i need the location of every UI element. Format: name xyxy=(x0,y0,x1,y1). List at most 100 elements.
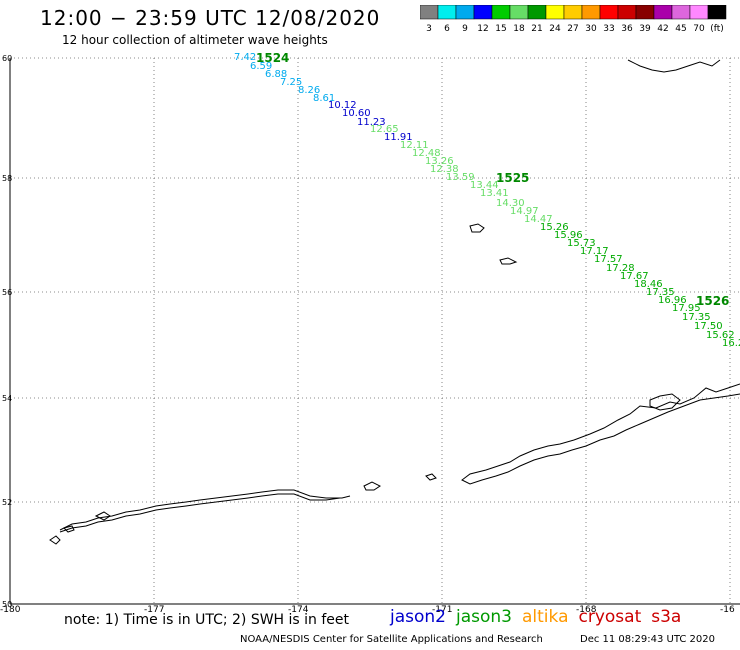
wave-height-labels: 7.426.596.887.258.268.6110.1210.6011.231… xyxy=(234,52,740,349)
legend-label: 12 xyxy=(477,24,488,34)
wave-height-label: 7.25 xyxy=(280,77,302,88)
map-frame xyxy=(9,58,740,605)
island-2 xyxy=(499,257,518,265)
wave-height-color-legend: 3 6 9 12 15 18 21 24 27 30 33 36 39 42 45 70 (ft) xyxy=(420,5,727,34)
legend-label: 70 xyxy=(693,24,705,34)
wave-height-label: 13.41 xyxy=(480,188,509,199)
credit-line: NOAA/NESDIS Center for Satellite Applica… xyxy=(240,634,543,645)
wave-height-label: 15.96 xyxy=(554,230,583,241)
lon-label: -177 xyxy=(144,605,164,615)
lat-label: 52 xyxy=(2,498,12,507)
coastline xyxy=(49,59,740,545)
legend-label: 27 xyxy=(567,24,578,34)
legend-label: 42 xyxy=(657,24,668,34)
legend-label: 3 xyxy=(426,24,432,34)
wave-height-label: 11.23 xyxy=(357,117,386,128)
satellite-name: cryosat xyxy=(578,607,642,627)
wave-height-label: 8.61 xyxy=(313,93,335,104)
wave-height-label: 14.47 xyxy=(524,214,553,225)
wave-height-label: 17.95 xyxy=(672,303,701,314)
island-3 xyxy=(363,481,381,491)
footer-note: note: 1) Time is in UTC; 2) SWH is in fe… xyxy=(64,612,350,628)
legend-label: 6 xyxy=(444,24,450,34)
lat-label: 60 xyxy=(2,54,12,63)
wave-height-label: 17.50 xyxy=(694,321,723,332)
wave-height-label: 17.28 xyxy=(606,263,635,274)
wave-height-label: 6.59 xyxy=(250,61,272,72)
wave-height-label: 12.48 xyxy=(412,148,441,159)
wave-height-label: 15.26 xyxy=(540,222,569,233)
kodiak-island-outline xyxy=(649,393,681,411)
lat-label: 58 xyxy=(2,174,12,183)
legend-label: 33 xyxy=(603,24,614,34)
wave-height-label: 12.65 xyxy=(370,124,399,135)
legend-label: 21 xyxy=(531,24,542,34)
latitude-labels: 60 58 56 54 52 50 xyxy=(2,54,12,609)
legend-label: 18 xyxy=(513,24,525,34)
wave-height-label: 12.11 xyxy=(400,140,429,151)
wave-height-label: 12.38 xyxy=(430,164,459,175)
wave-height-label: 17.67 xyxy=(620,271,649,282)
lon-label: -16 xyxy=(720,605,735,615)
wave-height-label: 18.46 xyxy=(634,279,663,290)
wave-height-label: 16.2 xyxy=(722,338,740,349)
wave-height-label: 15.62 xyxy=(706,330,735,341)
map-subtitle: 12 hour collection of altimeter wave hei… xyxy=(62,33,328,47)
wave-height-label: 16.96 xyxy=(658,295,687,306)
lat-label: 50 xyxy=(2,600,12,609)
satellite-name: jason2 xyxy=(390,607,446,627)
legend-label: 36 xyxy=(621,24,633,34)
wave-height-label: 17.35 xyxy=(682,312,711,323)
wave-height-label: 7.42 xyxy=(234,52,256,63)
island-7 xyxy=(63,525,75,533)
pass-number: 1524 xyxy=(256,51,289,65)
legend-label: 30 xyxy=(585,24,597,34)
wave-height-label: 13.59 xyxy=(446,172,475,183)
wave-height-label: 15.73 xyxy=(567,238,596,249)
satellite-name: s3a xyxy=(651,607,682,627)
lat-lon-grid xyxy=(10,57,740,604)
satellite-name: jason3 xyxy=(456,607,512,627)
pass-number-labels: 1524 1525 1526 xyxy=(256,51,729,308)
wave-height-label: 13.44 xyxy=(470,180,499,191)
wave-height-label: 14.97 xyxy=(510,206,539,217)
island-4 xyxy=(425,473,437,481)
wave-height-label: 17.17 xyxy=(580,246,609,257)
alaska-peninsula-coast xyxy=(461,383,740,485)
wave-height-label: 8.26 xyxy=(298,85,320,96)
wave-height-label: 17.57 xyxy=(594,254,623,265)
lat-label: 54 xyxy=(2,394,12,403)
aleutian-chain xyxy=(59,489,351,533)
pass-number: 1526 xyxy=(696,294,729,308)
legend-label: 39 xyxy=(639,24,651,34)
map-title: 12:00 − 23:59 UTC 12/08/2020 xyxy=(40,6,381,30)
satellite-name: altika xyxy=(522,607,569,627)
mainland-coast-north xyxy=(627,59,721,73)
lon-label: -174 xyxy=(288,605,309,615)
lon-label: -171 xyxy=(432,605,452,615)
island-5 xyxy=(94,511,111,521)
wave-height-label: 11.91 xyxy=(384,132,413,143)
island-6 xyxy=(49,535,61,545)
lon-label: -168 xyxy=(576,605,597,615)
longitude-labels: -180 -177 -174 -171 -168 -16 xyxy=(0,605,735,615)
wave-height-label: 17.35 xyxy=(646,287,675,298)
lon-label: -180 xyxy=(0,605,21,615)
wave-height-label: 10.60 xyxy=(342,108,371,119)
satellite-legend: jason2 jason3 altika cryosat s3a xyxy=(390,607,691,627)
legend-label: 15 xyxy=(495,24,506,34)
legend-label: (ft) xyxy=(710,24,724,34)
pass-number: 1525 xyxy=(496,171,529,185)
legend-label: 24 xyxy=(549,24,561,34)
timestamp: Dec 11 08:29:43 UTC 2020 xyxy=(580,634,715,645)
wave-height-label: 13.26 xyxy=(425,156,454,167)
legend-label: 45 xyxy=(675,24,686,34)
lat-label: 56 xyxy=(2,288,12,297)
wave-height-label: 10.12 xyxy=(328,100,357,111)
legend-label: 9 xyxy=(462,24,468,34)
island-1 xyxy=(469,223,485,233)
legend-swatch xyxy=(707,5,727,20)
wave-height-label: 14.30 xyxy=(496,198,525,209)
wave-height-label: 6.88 xyxy=(265,69,287,80)
